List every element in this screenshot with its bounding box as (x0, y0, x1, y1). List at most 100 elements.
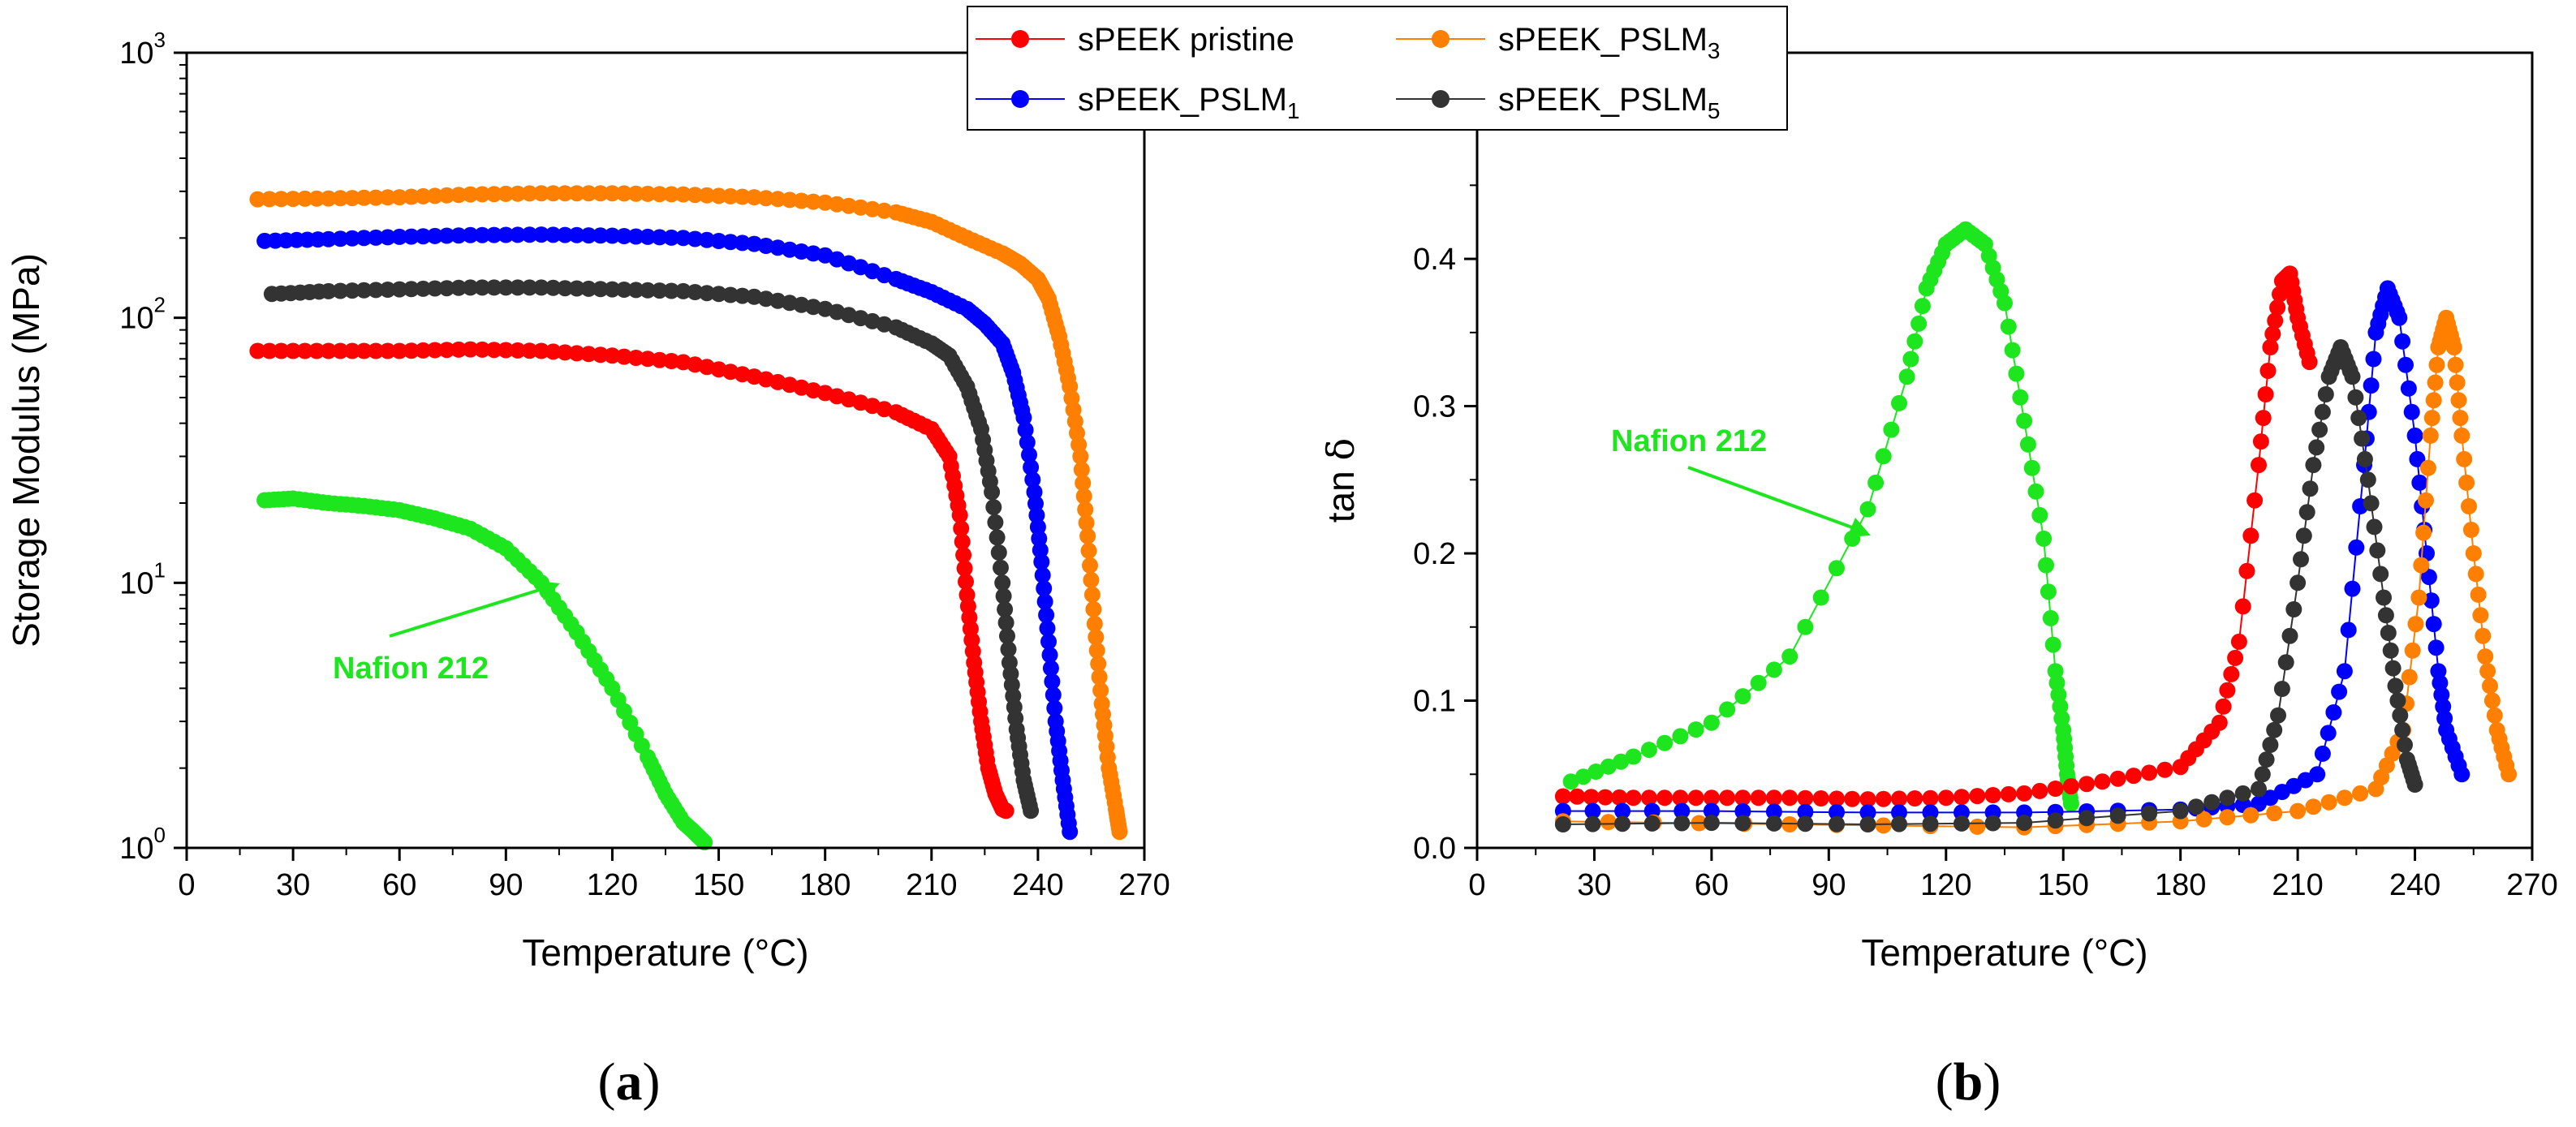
data-point-speek-pristine (1554, 788, 1571, 805)
data-point-speek-pslm5 (1000, 641, 1017, 658)
data-point-nafion-212 (2004, 342, 2021, 359)
data-point-speek-pslm5 (426, 280, 443, 297)
data-point-speek-pristine (1703, 789, 1720, 807)
data-point-speek-pslm1 (391, 228, 408, 245)
data-point-speek-pslm1 (663, 229, 680, 246)
data-point-speek-pslm1 (2397, 356, 2414, 373)
chart-b-x-label: Temperature (°C) (1861, 931, 2147, 974)
data-point-speek-pristine (1583, 789, 1600, 806)
chart-b-annotation-label: Nafion 212 (1611, 424, 1767, 458)
data-point-speek-pristine (997, 802, 1014, 819)
data-point-speek-pslm3 (368, 189, 385, 206)
data-point-speek-pslm1 (2423, 592, 2440, 609)
chart-b-x-axis: 0 30 60 90 120 150 180 210 240 270 (1468, 848, 2558, 902)
data-point-speek-pristine (332, 342, 349, 359)
data-point-nafion-212 (1906, 333, 1923, 350)
data-point-speek-pslm3 (2305, 798, 2322, 815)
chart-b-annotation-arrowhead (1847, 518, 1871, 537)
data-point-speek-pslm3 (710, 187, 727, 204)
x-tick-label: 150 (2038, 868, 2089, 902)
data-point-speek-pslm5 (2109, 807, 2126, 824)
data-point-speek-pslm5 (2270, 707, 2286, 724)
x-tick-label: 120 (587, 868, 638, 902)
data-point-speek-pslm3 (2195, 811, 2212, 828)
data-point-speek-pristine (2255, 410, 2272, 427)
data-point-nafion-212 (1765, 661, 1782, 678)
data-point-speek-pslm3 (782, 191, 798, 209)
data-point-speek-pslm5 (2372, 566, 2389, 583)
data-point-speek-pslm3 (2461, 498, 2477, 514)
panel-label-a-letter: a (616, 1052, 643, 1112)
data-point-speek-pslm1 (2406, 427, 2423, 444)
data-point-speek-pristine (1656, 789, 1674, 807)
chart-b-annotation-arrow (1687, 466, 1853, 529)
data-point-speek-pslm5 (2308, 439, 2325, 456)
chart-a-annotation-label: Nafion 212 (333, 652, 489, 686)
data-point-speek-pristine (415, 342, 432, 359)
data-point-speek-pristine (954, 533, 971, 550)
data-point-speek-pslm5 (1584, 815, 1601, 832)
data-point-speek-pslm5 (1703, 815, 1720, 832)
chart-a-series-speek-pslm1 (256, 226, 1079, 841)
y-tick-exponent: 2 (154, 293, 166, 317)
data-point-nafion-212 (2019, 436, 2036, 453)
data-point-speek-pristine (391, 342, 408, 359)
x-tick-label: 90 (489, 868, 523, 902)
y-tick-label: 0.1 (1413, 685, 1456, 719)
data-point-speek-pslm5 (2187, 798, 2204, 815)
data-point-speek-pslm3 (2453, 427, 2470, 444)
data-point-speek-pristine (1859, 791, 1876, 808)
data-point-speek-pristine (604, 347, 621, 364)
data-point-speek-pslm3 (2320, 794, 2337, 811)
data-point-speek-pslm5 (2290, 574, 2307, 591)
data-point-speek-pslm3 (2423, 410, 2440, 427)
data-point-speek-pristine (2141, 764, 2158, 781)
data-point-speek-pslm1 (1797, 803, 1814, 820)
data-point-speek-pslm1 (2348, 539, 2365, 556)
data-point-speek-pristine (1569, 788, 1586, 805)
data-point-speek-pslm5 (1797, 815, 1814, 832)
data-point-speek-pslm5 (2254, 766, 2271, 783)
legend-label: sPEEK_PSLM5 (1498, 82, 1720, 123)
data-point-speek-pslm5 (604, 281, 621, 298)
data-point-speek-pristine (651, 351, 668, 368)
data-point-speek-pslm3 (2428, 356, 2445, 373)
data-point-speek-pslm5 (2314, 403, 2331, 420)
data-point-speek-pslm1 (651, 229, 668, 246)
data-point-nafion-212 (1640, 742, 1657, 759)
data-point-speek-pslm5 (2078, 810, 2096, 827)
data-point-speek-pslm3 (1875, 817, 1892, 834)
data-point-speek-pslm3 (2407, 616, 2424, 633)
data-point-speek-pslm5 (2295, 527, 2312, 544)
data-point-speek-pslm3 (450, 187, 467, 204)
data-point-speek-pslm3 (2336, 789, 2353, 807)
data-point-speek-pslm5 (995, 587, 1012, 604)
data-point-speek-pslm3 (2483, 692, 2501, 709)
data-point-speek-pristine (2211, 714, 2228, 731)
x-tick-label: 240 (2389, 868, 2440, 902)
data-point-speek-pslm5 (2344, 368, 2361, 385)
data-point-speek-pristine (1906, 790, 1923, 807)
data-point-speek-pristine (261, 342, 278, 359)
data-point-speek-pslm5 (1614, 815, 1631, 832)
data-point-speek-pslm3 (308, 190, 325, 207)
data-point-speek-pslm3 (1085, 600, 1102, 617)
legend-box (967, 6, 1788, 131)
data-point-speek-pristine (2251, 457, 2267, 474)
data-point-speek-pslm5 (734, 287, 751, 304)
data-point-speek-pslm5 (663, 282, 680, 299)
data-point-nafion-212 (1734, 688, 1751, 705)
data-point-speek-pslm1 (2309, 766, 2326, 783)
data-point-speek-pslm3 (663, 186, 680, 203)
data-point-speek-pristine (2047, 781, 2064, 797)
data-point-speek-pslm1 (2394, 333, 2411, 350)
chart-b-series-nafion-212 (1562, 221, 2079, 812)
data-point-speek-pslm3 (415, 187, 432, 204)
chart-b: 0 30 60 90 120 150 180 210 240 270 0.0 0.1 0.2 0.3 0.… (1319, 51, 2558, 1112)
legend-marker (1011, 30, 1029, 48)
data-point-speek-pristine (2257, 386, 2274, 402)
data-point-speek-pslm5 (332, 282, 349, 299)
data-point-speek-pslm3 (616, 185, 632, 202)
data-point-speek-pslm1 (1036, 580, 1053, 597)
data-point-speek-pslm1 (2314, 745, 2331, 762)
